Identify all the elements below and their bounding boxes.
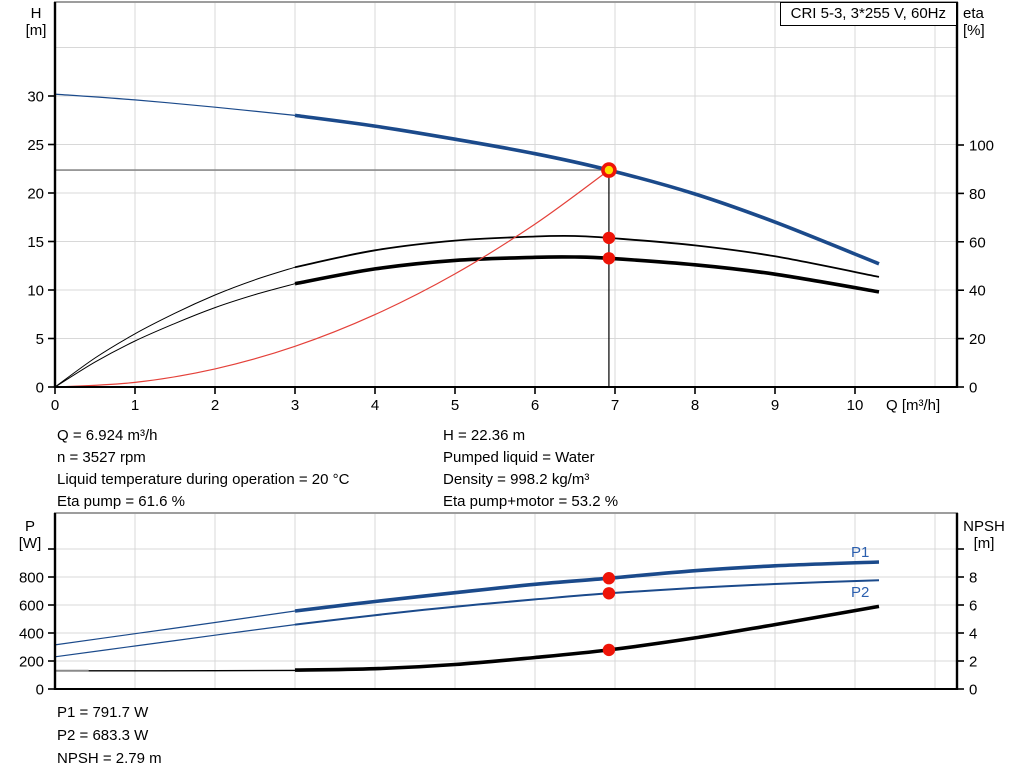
- duty-speed-text: n = 3527 rpm: [57, 449, 146, 466]
- left-tick-label: 600: [19, 598, 44, 615]
- eta-axis-label-symbol: eta: [963, 5, 984, 22]
- left-tick-label: 25: [27, 137, 44, 154]
- system-curve: [54, 169, 610, 388]
- h-axis-label-unit: [m]: [25, 22, 47, 39]
- left-tick-label: 200: [19, 654, 44, 671]
- right-tick-label: 0: [969, 682, 977, 699]
- duty-liquid-text: Pumped liquid = Water: [443, 449, 595, 466]
- pump-title-box: CRI 5-3, 3*255 V, 60Hz: [779, 2, 957, 26]
- right-tick-label: 0: [969, 380, 977, 397]
- p2-curve: [294, 579, 880, 626]
- hq-eta-chart: 0 5 10 15 20 25 30 0 20 40 60 80 100 0 1 2 3 4 5 6 7 8 9 10: [27, 1, 994, 414]
- p2-curve-extension: [54, 624, 296, 658]
- p1-curve: [294, 560, 880, 613]
- duty-eta-total-text: Eta pump+motor = 53.2 %: [443, 493, 619, 510]
- left-tick-label: 10: [27, 283, 44, 300]
- p1-curve-extension: [54, 610, 296, 646]
- eta-pump-motor-marker: [602, 252, 616, 265]
- duty-npsh-text: NPSH = 2.79 m: [57, 750, 162, 767]
- left-tick-label: 5: [36, 331, 44, 348]
- x-tick-label: 3: [291, 397, 299, 414]
- x-tick-label: 1: [131, 397, 139, 414]
- duty-q-text: Q = 6.924 m³/h: [57, 427, 158, 444]
- p-axis-label-unit: [W]: [18, 535, 42, 552]
- x-tick-label: 7: [611, 397, 619, 414]
- p-axis-label: P [W]: [12, 518, 48, 552]
- duty-p1-text: P1 = 791.7 W: [57, 704, 149, 721]
- duty-eta-pump-text: Eta pump = 61.6 %: [57, 493, 185, 510]
- right-tick-label: 2: [969, 654, 977, 671]
- power-npsh-chart: 0 200 400 600 800 0 2 4 6 8: [19, 512, 977, 699]
- p1-curve-label: P1: [851, 544, 870, 561]
- npsh-curve: [294, 604, 880, 672]
- x-tick-label: 5: [451, 397, 459, 414]
- duty-temperature-text: Liquid temperature during operation = 20…: [57, 471, 350, 488]
- eta-pump-motor-curve: [294, 255, 880, 294]
- npsh-axis-label: NPSH [m]: [958, 518, 1010, 552]
- npsh-axis-label-symbol: NPSH: [963, 518, 1005, 535]
- x-tick-label: 0: [51, 397, 59, 414]
- h-axis-label-symbol: H: [30, 5, 42, 22]
- pump-title-text: CRI 5-3, 3*255 V, 60Hz: [790, 5, 946, 22]
- duty-density-text: Density = 998.2 kg/m³: [443, 471, 590, 488]
- right-tick-label: 8: [969, 570, 977, 587]
- right-tick-label: 20: [969, 331, 986, 348]
- eta-pump-curve: [294, 234, 880, 278]
- q-axis-label: Q [m³/h]: [886, 397, 941, 414]
- duty-info-right: H = 22.36 m Pumped liquid = Water Densit…: [443, 425, 618, 513]
- x-tick-label: 6: [531, 397, 539, 414]
- npsh-axis-label-unit: [m]: [973, 535, 995, 552]
- p1-marker: [602, 572, 616, 585]
- duty-info-left: Q = 6.924 m³/h n = 3527 rpm Liquid tempe…: [57, 425, 349, 513]
- p-axis-label-symbol: P: [24, 518, 35, 535]
- x-tick-label: 10: [847, 397, 864, 414]
- right-tick-label: 40: [969, 283, 986, 300]
- left-tick-label: 15: [27, 234, 44, 251]
- duty-head-text: H = 22.36 m: [443, 427, 526, 444]
- left-tick-label: 20: [27, 186, 44, 203]
- left-tick-label: 800: [19, 570, 44, 587]
- eta-pump-curve-extension: [54, 266, 296, 388]
- head-curve-extension: [54, 93, 296, 116]
- head-curve: [294, 113, 880, 266]
- eta-axis-label: eta [%]: [963, 5, 1003, 39]
- right-tick-label: 6: [969, 598, 977, 615]
- x-tick-label: 9: [771, 397, 779, 414]
- right-tick-label: 60: [969, 234, 986, 251]
- p2-marker: [602, 587, 616, 600]
- h-axis-label: H [m]: [18, 5, 54, 39]
- p2-curve-label: P2: [851, 584, 870, 601]
- duty-info-bottom: P1 = 791.7 W P2 = 683.3 W NPSH = 2.79 m: [57, 701, 162, 770]
- left-tick-label: 0: [36, 380, 44, 397]
- x-tick-label: 2: [211, 397, 219, 414]
- right-tick-label: 4: [969, 626, 977, 643]
- duty-point-marker: [601, 162, 617, 178]
- x-tick-label: 4: [371, 397, 379, 414]
- x-tick-label: 8: [691, 397, 699, 414]
- left-tick-label: 0: [36, 682, 44, 699]
- right-tick-label: 80: [969, 186, 986, 203]
- right-tick-label: 100: [969, 138, 994, 155]
- left-tick-label: 30: [27, 89, 44, 106]
- eta-axis-label-unit: [%]: [963, 22, 985, 39]
- eta-pump-marker: [602, 231, 616, 245]
- eta-pump-motor-curve-extension: [54, 283, 296, 388]
- left-tick-label: 400: [19, 626, 44, 643]
- npsh-marker: [602, 643, 616, 657]
- duty-p2-text: P2 = 683.3 W: [57, 727, 149, 744]
